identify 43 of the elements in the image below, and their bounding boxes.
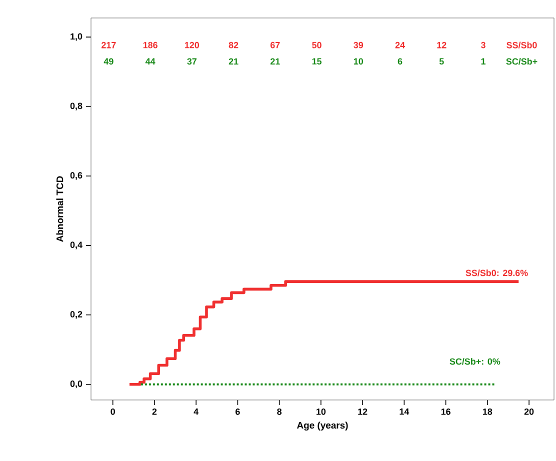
annotation: 217 — [102, 42, 116, 48]
x-tick-label: 8 — [277, 408, 282, 415]
x-tick-label: 12 — [358, 408, 368, 415]
x-tick-label: 0 — [110, 408, 115, 415]
annotation: 3 — [480, 42, 486, 48]
y-tick-label: 0,4 — [70, 242, 82, 250]
annotation: 39 — [354, 42, 364, 48]
annotation: 10 — [354, 58, 364, 65]
annotation: 49 — [104, 58, 114, 65]
x-tick-label: 4 — [194, 408, 199, 415]
x-axis-title: Age (years) — [296, 422, 348, 431]
annotation: SS/Sb0 — [506, 42, 537, 48]
annotation: SC/Sb+ — [506, 58, 538, 65]
annotation: 50 — [312, 42, 322, 48]
x-tick-label: 10 — [316, 408, 326, 415]
x-tick-label: 6 — [236, 408, 240, 415]
annotation: SS/Sb0: 29.6% — [466, 270, 528, 276]
y-axis-title: Abnormal TCD — [56, 176, 64, 242]
x-tick-label: 16 — [441, 408, 450, 415]
annotation: 44 — [145, 58, 156, 64]
x-tick-label: 2 — [152, 408, 157, 415]
x-tick-label: 18 — [482, 408, 492, 415]
y-tick-label: 0,0 — [70, 380, 82, 388]
annotation: 15 — [312, 58, 322, 65]
annotation: SC/Sb+: 0% — [450, 358, 500, 365]
annotation: 12 — [437, 42, 446, 48]
annotation: 120 — [185, 42, 200, 48]
y-tick-label: 1,0 — [70, 33, 82, 41]
annotation: 37 — [187, 58, 197, 65]
x-tick-label: 20 — [524, 408, 534, 415]
x-tick-label: 14 — [400, 408, 410, 415]
y-tick-label: 0,2 — [70, 311, 82, 319]
annotation: 24 — [395, 42, 405, 48]
annotation: 82 — [228, 42, 238, 48]
y-tick-label: 0,8 — [70, 102, 82, 110]
annotation: 5 — [439, 58, 444, 65]
annotation: 21 — [270, 58, 280, 65]
annotation: 21 — [228, 58, 238, 65]
annotation: 67 — [270, 42, 280, 48]
annotation: 186 — [143, 42, 158, 48]
annotation: 1 — [481, 58, 486, 64]
annotation: 6 — [398, 58, 402, 65]
y-tick-label: 0,6 — [70, 172, 82, 180]
